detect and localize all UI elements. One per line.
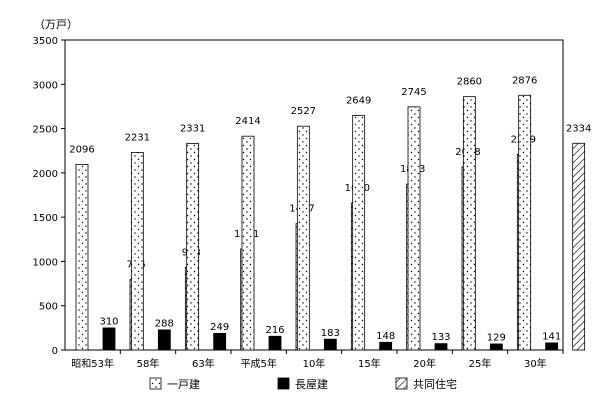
plot-frame xyxy=(64,39,564,351)
legend: 一戸建 長屋建 共同住宅 xyxy=(149,377,457,391)
data-label: 2876 xyxy=(512,75,537,86)
bar-1 xyxy=(407,106,421,351)
x-tick-label: 58年 xyxy=(137,357,160,370)
data-label: 2649 xyxy=(346,95,371,106)
data-label: 288 xyxy=(155,318,174,329)
bar-1 xyxy=(296,125,310,351)
data-label-background xyxy=(99,314,119,328)
data-label: 2231 xyxy=(125,132,150,143)
y-tick-label: 3000 xyxy=(33,80,58,91)
x-tick-label: 15年 xyxy=(358,357,381,370)
bar-1 xyxy=(462,96,476,351)
x-tick-label: 25年 xyxy=(469,357,492,370)
bar-1 xyxy=(130,151,144,351)
data-label-background xyxy=(541,329,562,343)
legend-label: 共同住宅 xyxy=(413,377,457,391)
y-tick-label: 0 xyxy=(52,346,58,357)
data-label-background xyxy=(209,319,230,333)
x-tick-label: 10年 xyxy=(303,357,326,370)
legend-label: 一戸建 xyxy=(167,377,200,391)
data-label: 216 xyxy=(265,325,284,336)
bar-1 xyxy=(75,163,89,351)
y-tick-label: 2500 xyxy=(33,125,58,136)
bar-1 xyxy=(518,94,532,351)
legend-swatch xyxy=(395,377,408,390)
data-label: 2414 xyxy=(235,116,260,127)
data-label: 249 xyxy=(210,322,229,333)
bar-3 xyxy=(572,142,586,351)
y-tick-label: 500 xyxy=(39,302,58,313)
bar-1 xyxy=(186,143,200,351)
data-label-background xyxy=(154,316,175,330)
data-label: 2745 xyxy=(401,87,426,98)
bar-1 xyxy=(241,135,255,351)
data-label: 2334 xyxy=(566,123,591,134)
data-label: 141 xyxy=(542,332,561,343)
y-tick-label: 3500 xyxy=(33,36,58,47)
x-tick-label: 30年 xyxy=(524,357,547,370)
data-label: 2527 xyxy=(291,106,316,117)
y-tick-label: 1000 xyxy=(33,257,58,268)
data-label: 2096 xyxy=(69,144,94,155)
x-tick-label: 63年 xyxy=(192,357,215,370)
plot-area: 0 500 1000 1500 2000 2500 3000 3500 昭和53年 2096 310… xyxy=(33,36,592,370)
data-label-background xyxy=(375,328,396,342)
data-label: 2331 xyxy=(180,124,205,135)
y-axis-unit-label: （万戸） xyxy=(34,18,78,31)
y-tick-label: 2000 xyxy=(33,169,58,180)
y-tick-label: 1500 xyxy=(33,213,58,224)
data-label: 310 xyxy=(99,317,118,328)
data-label: 148 xyxy=(376,331,395,342)
x-tick-label: 平成5年 xyxy=(240,357,276,370)
x-tick-label: 20年 xyxy=(413,357,436,370)
data-label-background xyxy=(320,325,341,339)
data-label: 183 xyxy=(321,328,340,339)
data-label-background xyxy=(265,322,285,336)
legend-swatch xyxy=(277,377,290,390)
legend-swatch xyxy=(149,377,162,390)
bar-1 xyxy=(352,114,366,351)
data-label: 2860 xyxy=(457,77,482,88)
data-label-background xyxy=(431,330,451,344)
data-label-background xyxy=(486,330,507,344)
data-label: 129 xyxy=(487,333,506,344)
data-label: 133 xyxy=(431,332,450,343)
x-tick-label: 昭和53年 xyxy=(71,357,114,370)
legend-label: 長屋建 xyxy=(295,377,328,391)
